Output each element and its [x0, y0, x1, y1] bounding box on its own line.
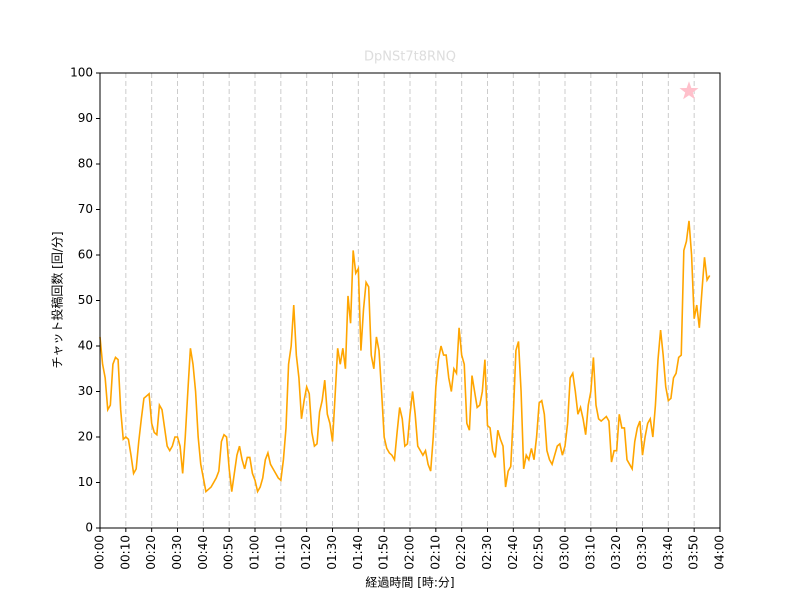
x-tick-label: 01:10 — [273, 535, 287, 570]
x-tick-label: 01:40 — [351, 535, 365, 570]
y-tick-label: 0 — [85, 521, 93, 535]
x-tick-label: 02:50 — [532, 535, 546, 570]
x-tick-label: 02:40 — [506, 535, 520, 570]
y-tick-label: 40 — [78, 339, 93, 353]
x-tick-label: 00:10 — [118, 535, 132, 570]
x-tick-label: 01:30 — [325, 535, 339, 570]
y-tick-label: 50 — [78, 293, 93, 307]
x-tick-label: 02:20 — [454, 535, 468, 570]
x-tick-label: 00:40 — [196, 535, 210, 570]
chart-title: DpNSt7t8RNQ — [364, 50, 456, 65]
x-tick-label: 01:20 — [299, 535, 313, 570]
x-tick-label: 02:00 — [403, 535, 417, 570]
y-tick-label: 70 — [78, 202, 93, 216]
x-tick-label: 03:00 — [558, 535, 572, 570]
y-tick-label: 90 — [78, 111, 93, 125]
x-tick-label: 02:30 — [480, 535, 494, 570]
x-tick-label: 03:10 — [583, 535, 597, 570]
y-tick-label: 20 — [78, 430, 93, 444]
x-axis-label: 経過時間 [時:分] — [365, 576, 454, 590]
x-tick-label: 00:30 — [170, 535, 184, 570]
x-tick-label: 00:20 — [144, 535, 158, 570]
y-tick-label: 30 — [78, 384, 93, 398]
x-tick-label: 03:40 — [661, 535, 675, 570]
x-tick-label: 00:50 — [222, 535, 236, 570]
data-line — [99, 220, 711, 494]
plot-frame — [99, 72, 721, 529]
y-tick-label: 10 — [78, 475, 93, 489]
y-tick-label: 100 — [70, 66, 93, 80]
y-tick-label: 80 — [78, 157, 93, 171]
x-tick-label: 01:50 — [377, 535, 391, 570]
y-axis-label: チャット投稿回数 [回/分] — [50, 231, 65, 368]
x-tick-label: 03:50 — [687, 535, 701, 570]
x-tick-label: 02:10 — [428, 535, 442, 570]
x-tick-label: 03:20 — [609, 535, 623, 570]
star-marker — [679, 81, 699, 100]
x-tick-label: 04:00 — [713, 535, 727, 570]
y-tick-label: 60 — [78, 248, 93, 262]
x-tick-label: 01:00 — [248, 535, 262, 570]
x-tick-label: 00:00 — [93, 535, 107, 570]
x-tick-label: 03:30 — [635, 535, 649, 570]
